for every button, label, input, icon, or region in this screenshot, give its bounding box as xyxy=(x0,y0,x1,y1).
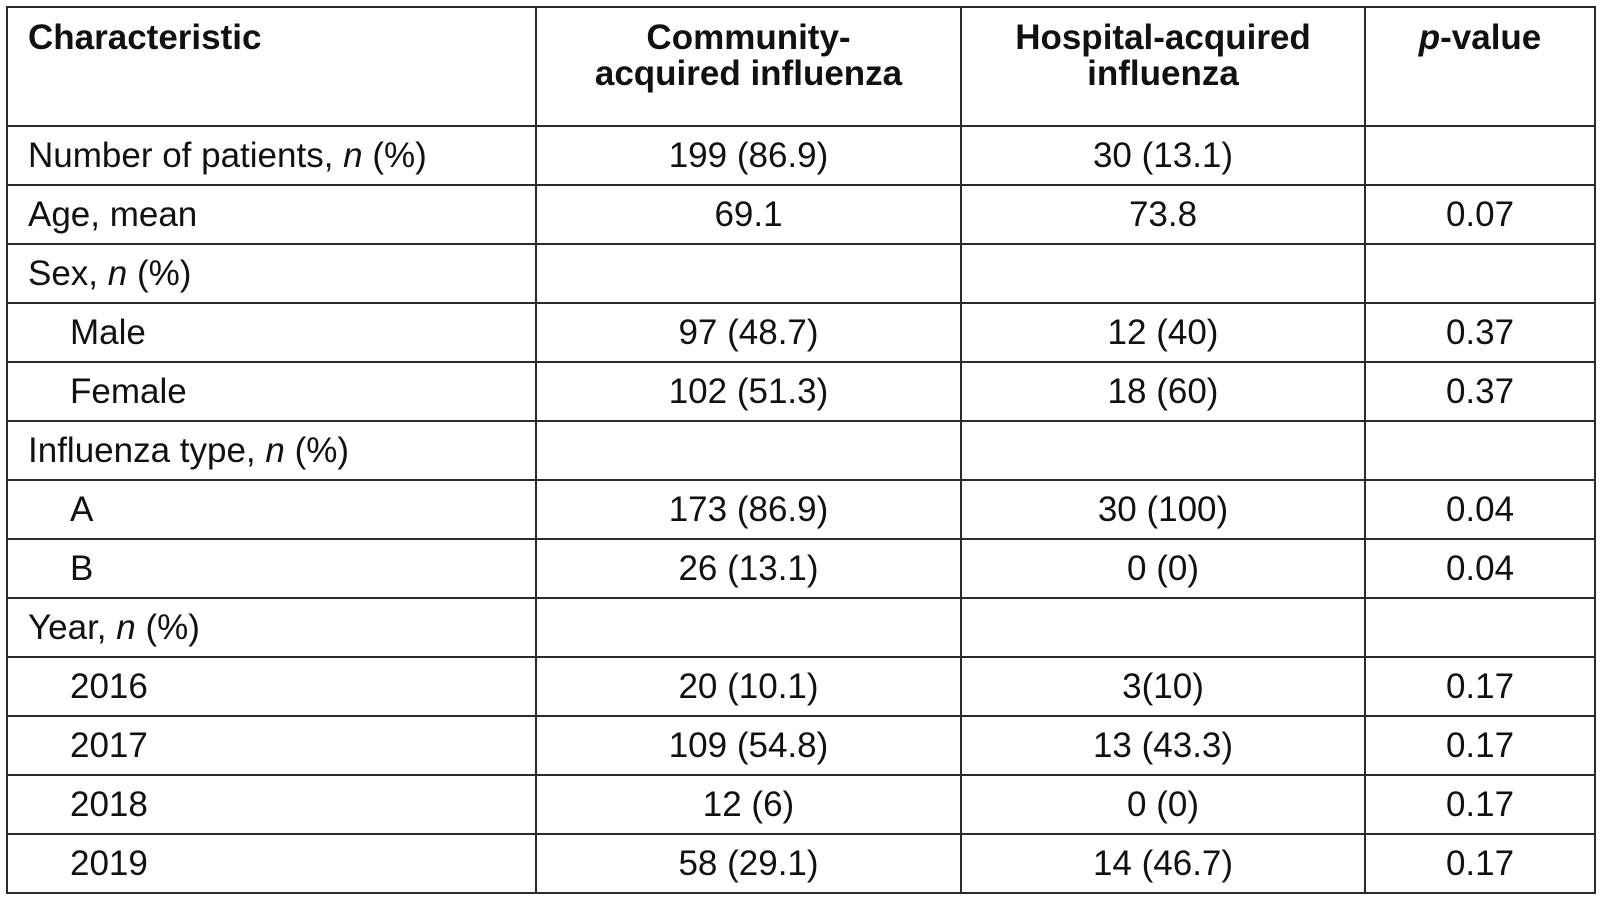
characteristic-label: 2017 xyxy=(70,725,148,765)
hospital-cell: 30 (100) xyxy=(960,479,1366,540)
header-community-line2: acquired influenza xyxy=(594,54,903,93)
table-row: Number of patients, n (%) 199 (86.9) 30 (1… xyxy=(6,125,1596,186)
header-hospital-line1: Hospital-acquired xyxy=(1015,18,1311,57)
characteristic-cell: Age, mean xyxy=(6,184,537,245)
hospital-cell: 18 (60) xyxy=(960,361,1366,422)
community-cell: 109 (54.8) xyxy=(535,715,962,776)
characteristic-label: Age, mean xyxy=(28,194,198,234)
characteristic-cell: Year, n (%) xyxy=(6,597,537,658)
community-cell: 20 (10.1) xyxy=(535,656,962,717)
pvalue-cell xyxy=(1364,597,1596,658)
header-pvalue-italic: p xyxy=(1418,18,1441,57)
hospital-cell: 14 (46.7) xyxy=(960,833,1366,894)
characteristics-table: Characteristic Community-acquired influe… xyxy=(6,6,1596,894)
community-cell xyxy=(535,420,962,481)
table-row: 2016 20 (10.1) 3(10) 0.17 xyxy=(6,656,1596,717)
characteristic-label: A xyxy=(70,489,94,529)
hospital-cell: 0 (0) xyxy=(960,538,1366,599)
table-row: Year, n (%) xyxy=(6,597,1596,658)
header-community-line1: Community- xyxy=(646,18,851,57)
community-cell: 69.1 xyxy=(535,184,962,245)
table-row: 2019 58 (29.1) 14 (46.7) 0.17 xyxy=(6,833,1596,894)
pvalue-cell: 0.04 xyxy=(1364,479,1596,540)
pvalue-cell: 0.17 xyxy=(1364,774,1596,835)
characteristic-italic: n xyxy=(265,430,285,470)
pvalue-cell: 0.17 xyxy=(1364,656,1596,717)
hospital-cell: 0 (0) xyxy=(960,774,1366,835)
characteristic-cell: Male xyxy=(6,302,537,363)
hospital-cell xyxy=(960,597,1366,658)
hospital-cell: 3(10) xyxy=(960,656,1366,717)
header-community: Community-acquired influenza xyxy=(535,6,962,127)
table-row: 2018 12 (6) 0 (0) 0.17 xyxy=(6,774,1596,835)
characteristic-label: Sex, xyxy=(28,253,108,293)
table-row: Male 97 (48.7) 12 (40) 0.37 xyxy=(6,302,1596,363)
characteristic-suffix: (%) xyxy=(127,253,192,293)
characteristic-label: B xyxy=(70,548,94,588)
pvalue-cell: 0.04 xyxy=(1364,538,1596,599)
hospital-cell: 13 (43.3) xyxy=(960,715,1366,776)
community-cell xyxy=(535,597,962,658)
community-cell: 97 (48.7) xyxy=(535,302,962,363)
community-cell: 199 (86.9) xyxy=(535,125,962,186)
hospital-cell xyxy=(960,243,1366,304)
characteristic-suffix: (%) xyxy=(362,135,427,175)
characteristic-cell: A xyxy=(6,479,537,540)
community-cell: 58 (29.1) xyxy=(535,833,962,894)
hospital-cell: 12 (40) xyxy=(960,302,1366,363)
table-row: Influenza type, n (%) xyxy=(6,420,1596,481)
table-row: Age, mean 69.1 73.8 0.07 xyxy=(6,184,1596,245)
characteristic-italic: n xyxy=(343,135,363,175)
pvalue-cell: 0.37 xyxy=(1364,361,1596,422)
characteristic-suffix: (%) xyxy=(284,430,350,470)
header-row: Characteristic Community-acquired influe… xyxy=(6,6,1596,127)
community-cell: 26 (13.1) xyxy=(535,538,962,599)
pvalue-cell xyxy=(1364,420,1596,481)
characteristic-cell: 2018 xyxy=(6,774,537,835)
characteristic-cell: Sex, n (%) xyxy=(6,243,537,304)
header-hospital: Hospital-acquired influenza xyxy=(960,6,1366,127)
community-cell: 12 (6) xyxy=(535,774,962,835)
pvalue-cell: 0.17 xyxy=(1364,833,1596,894)
characteristic-suffix: (%) xyxy=(135,607,200,647)
characteristic-italic: n xyxy=(107,253,128,293)
characteristic-cell: Influenza type, n (%) xyxy=(6,420,537,481)
header-hospital-line2: influenza xyxy=(1087,54,1239,93)
community-cell: 102 (51.3) xyxy=(535,361,962,422)
table-row: Female 102 (51.3) 18 (60) 0.37 xyxy=(6,361,1596,422)
header-pvalue: p-value xyxy=(1364,6,1596,127)
characteristic-label: 2016 xyxy=(70,666,148,706)
characteristic-label: Number of patients, xyxy=(28,135,344,175)
characteristic-cell: 2016 xyxy=(6,656,537,717)
characteristic-label: Year, xyxy=(28,607,117,647)
characteristic-label: Male xyxy=(70,312,146,352)
table-row: Sex, n (%) xyxy=(6,243,1596,304)
characteristic-cell: Number of patients, n (%) xyxy=(6,125,537,186)
hospital-cell: 73.8 xyxy=(960,184,1366,245)
characteristic-cell: 2019 xyxy=(6,833,537,894)
characteristic-label: 2018 xyxy=(70,784,148,824)
characteristic-cell: Female xyxy=(6,361,537,422)
characteristic-cell: 2017 xyxy=(6,715,537,776)
characteristic-label: 2019 xyxy=(70,843,148,883)
characteristic-italic: n xyxy=(116,607,136,647)
pvalue-cell: 0.07 xyxy=(1364,184,1596,245)
table-row: A 173 (86.9) 30 (100) 0.04 xyxy=(6,479,1596,540)
hospital-cell: 30 (13.1) xyxy=(960,125,1366,186)
community-cell: 173 (86.9) xyxy=(535,479,962,540)
pvalue-cell: 0.37 xyxy=(1364,302,1596,363)
header-pvalue-rest: -value xyxy=(1440,18,1542,57)
characteristic-cell: B xyxy=(6,538,537,599)
community-cell xyxy=(535,243,962,304)
pvalue-cell xyxy=(1364,125,1596,186)
table-row: B 26 (13.1) 0 (0) 0.04 xyxy=(6,538,1596,599)
pvalue-cell xyxy=(1364,243,1596,304)
hospital-cell xyxy=(960,420,1366,481)
header-characteristic: Characteristic xyxy=(6,6,537,127)
characteristic-label: Influenza type, xyxy=(28,430,266,470)
pvalue-cell: 0.17 xyxy=(1364,715,1596,776)
table-row: 2017 109 (54.8) 13 (43.3) 0.17 xyxy=(6,715,1596,776)
characteristic-label: Female xyxy=(70,371,187,411)
